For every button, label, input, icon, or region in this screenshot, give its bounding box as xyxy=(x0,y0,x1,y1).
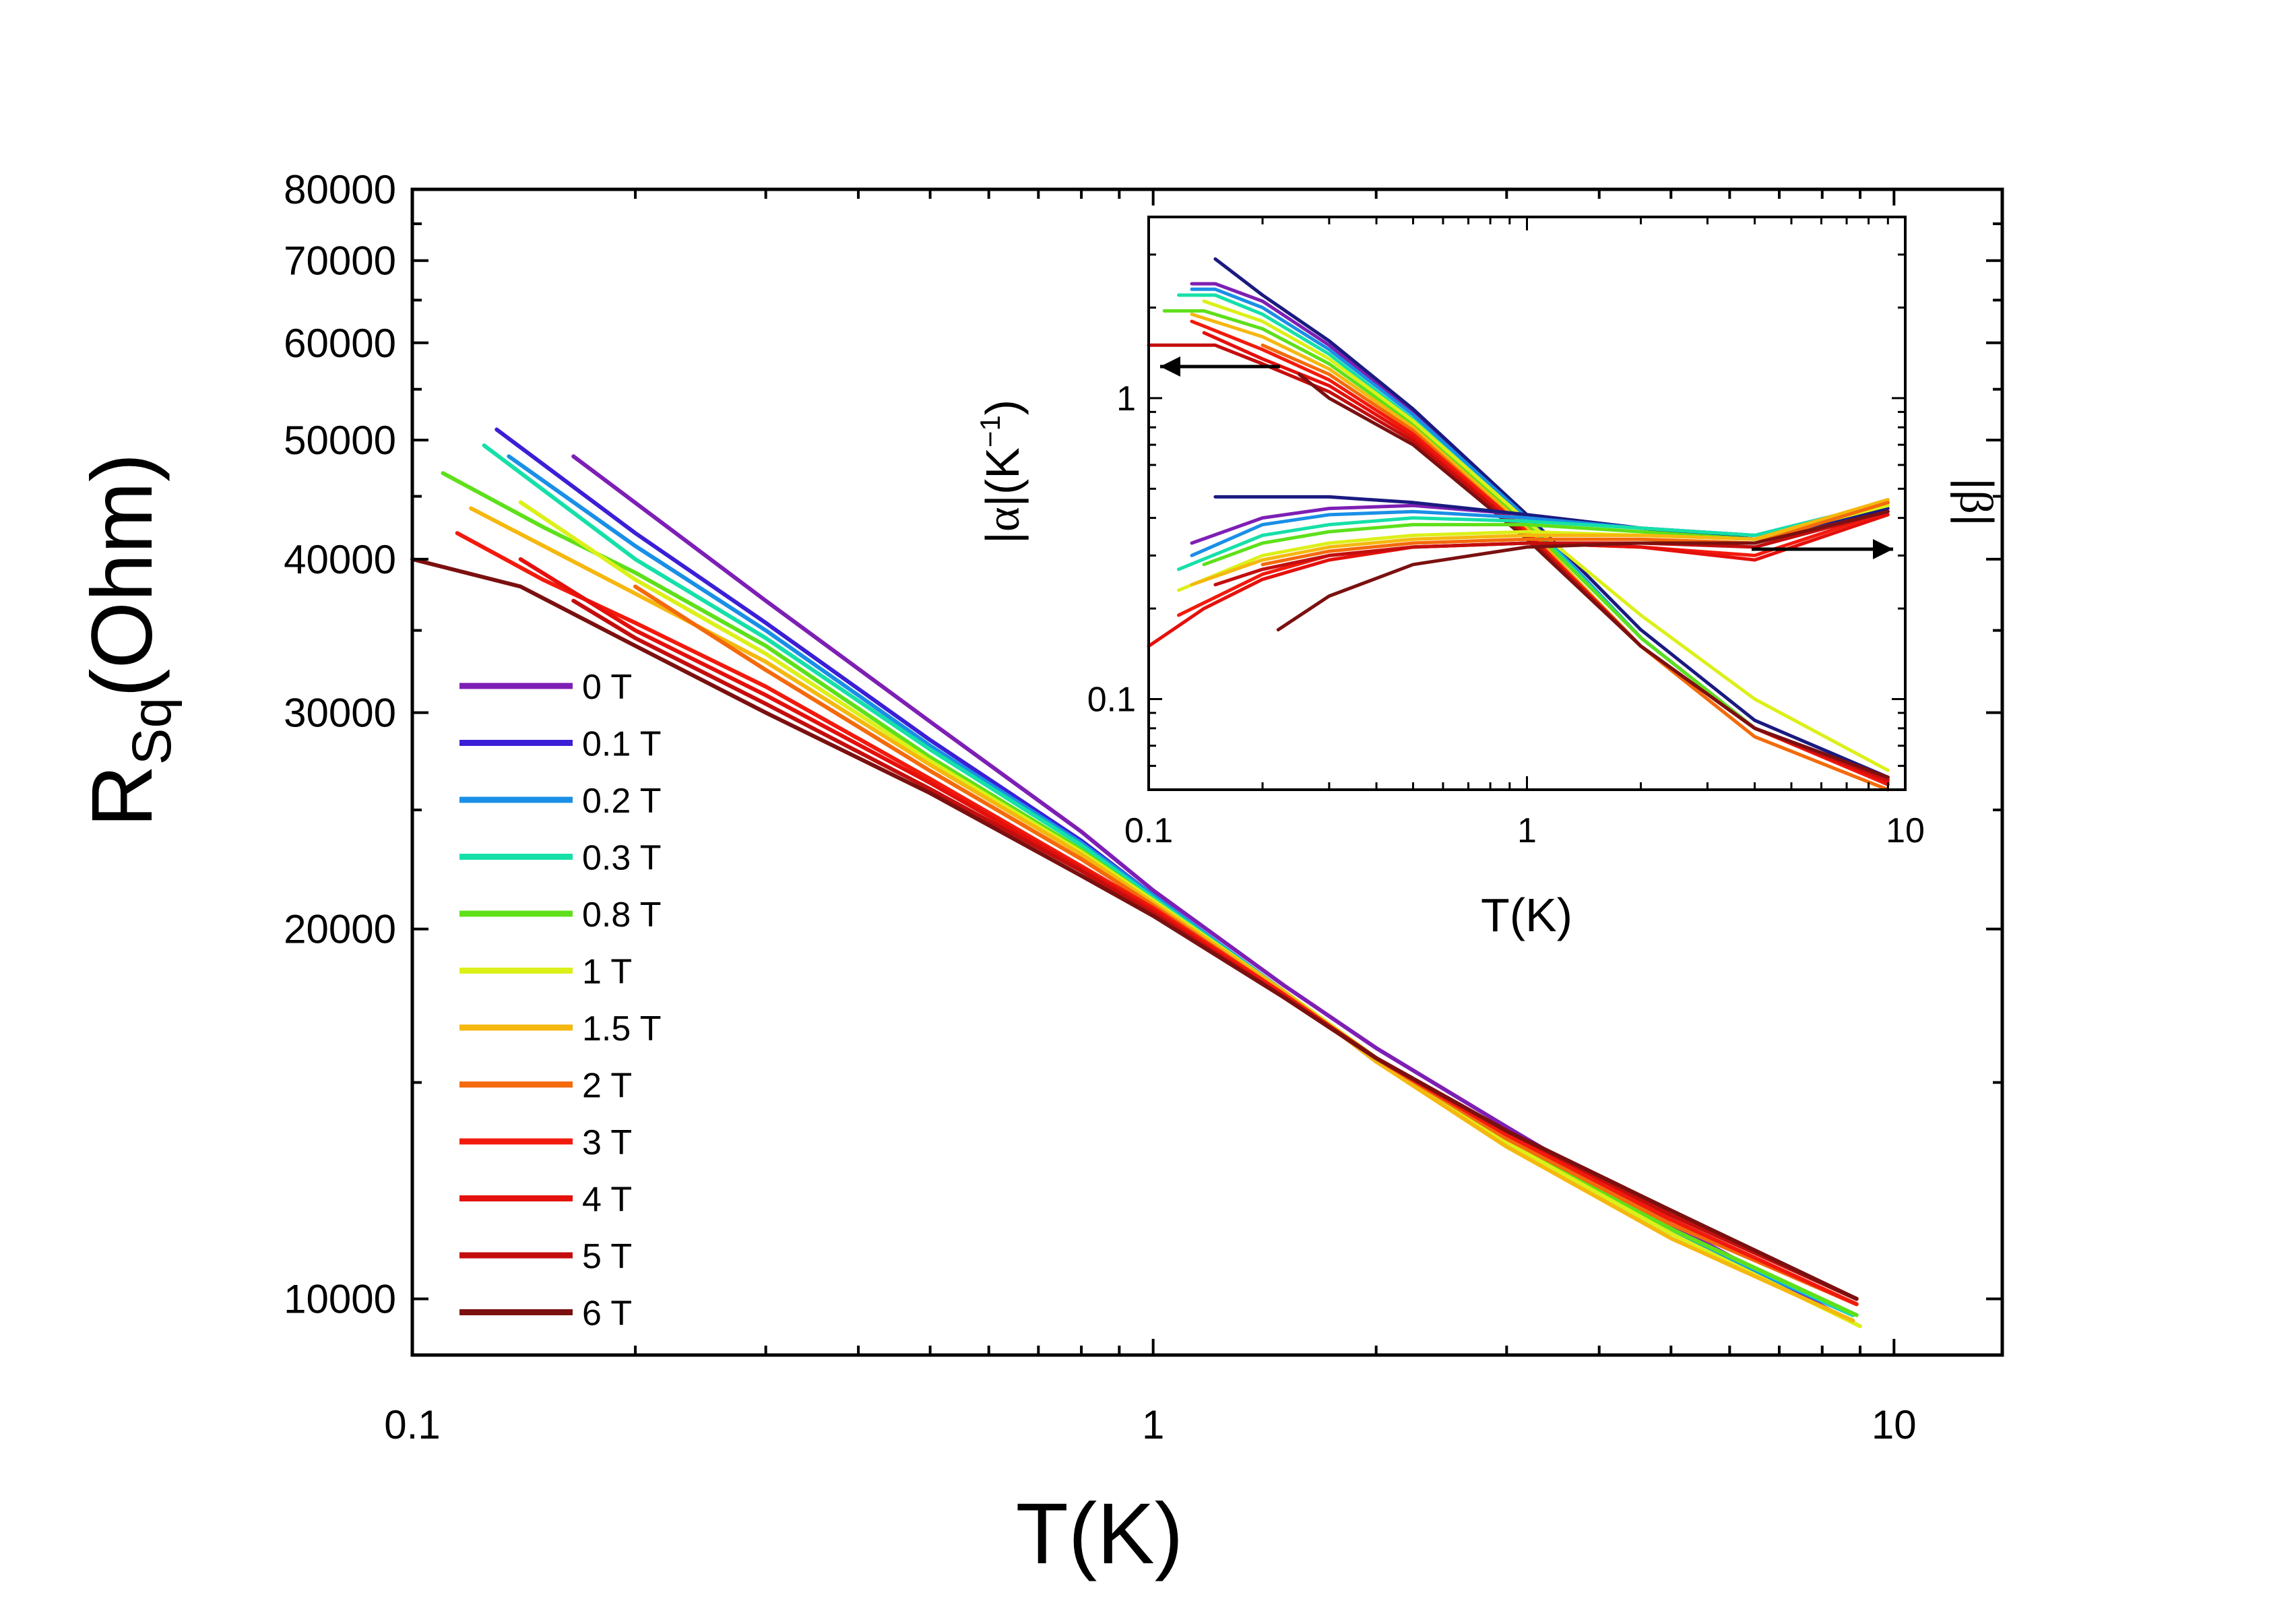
main-y-tick-label: 80000 xyxy=(284,167,396,212)
legend-label: 0.1 T xyxy=(582,725,662,764)
legend-item: 0.1 T xyxy=(459,725,662,764)
inset-x-ticks: 0.1 1 10 xyxy=(1124,217,1925,850)
main-y-axis-title: RSq(Ohm) xyxy=(74,453,183,827)
inset-beta-series-5-t xyxy=(1213,509,1890,587)
inset-y-tick-label: 0.1 xyxy=(1087,681,1136,720)
main-series-group xyxy=(410,427,1862,1329)
legend-label: 1 T xyxy=(582,953,632,992)
main-plot-frame xyxy=(410,187,2004,1357)
legend-label: 0.3 T xyxy=(582,839,662,878)
main-y-tick-label: 50000 xyxy=(284,418,396,463)
main-series-3-t xyxy=(455,531,1859,1307)
main-x-tick-label: 10 xyxy=(1872,1402,1917,1447)
main-y-axis-title-tail: (Ohm) xyxy=(74,453,170,697)
inset-plot: 0.1 1 10 0.11 T(K) |α|(K−1) |β| xyxy=(974,216,2003,941)
inset-alpha-series-0-8-t xyxy=(1162,309,1890,784)
inset-alpha-series-1-t xyxy=(1202,299,1890,772)
legend-label: 0.2 T xyxy=(582,782,662,821)
inset-x-axis-title: T(K) xyxy=(1481,889,1572,941)
legend-label: 5 T xyxy=(582,1237,632,1276)
main-y-ticks: 10000 20000 30000 40000 50000 60000 70000 80000 xyxy=(284,167,2002,1356)
legend-item: 4 T xyxy=(459,1181,632,1220)
main-x-tick-label: 1 xyxy=(1142,1402,1164,1447)
inset-x-tick-label: 1 xyxy=(1517,811,1537,850)
legend-item: 2 T xyxy=(459,1067,632,1106)
alpha-unit: (K xyxy=(976,447,1029,495)
beta-symbol: β xyxy=(1950,490,2002,514)
main-x-tick-label: 0.1 xyxy=(384,1402,440,1447)
legend-label: 0 T xyxy=(582,668,632,707)
main-x-axis-title: T(K) xyxy=(1016,1486,1184,1582)
main-y-tick-label: 10000 xyxy=(284,1277,396,1322)
main-y-axis-title-main: R xyxy=(74,765,170,827)
legend-item: 0.2 T xyxy=(459,782,662,821)
inset-right-y-axis-title: |β| xyxy=(1950,478,2003,526)
main-series-1-5-t xyxy=(469,506,1855,1323)
legend-item: 0.3 T xyxy=(459,839,662,878)
main-y-tick-label: 60000 xyxy=(284,321,396,366)
alpha-unit-exponent: −1 xyxy=(974,415,1006,447)
main-series-1-t xyxy=(518,500,1862,1329)
legend-label: 4 T xyxy=(582,1181,632,1220)
inset-beta-series-0-3-t xyxy=(1177,501,1890,571)
main-y-tick-label: 20000 xyxy=(284,907,396,952)
legend: 0 T 0.1 T 0.2 T 0.3 T 0.8 T 1 T 1.5 T 2 T 3 T 4 T… xyxy=(459,668,662,1333)
inset-left-y-axis-title: |α|(K−1) xyxy=(974,400,1029,544)
inset-background xyxy=(1149,217,1905,790)
inset-y-tick-label: 1 xyxy=(1116,379,1136,418)
legend-label: 2 T xyxy=(582,1067,632,1106)
legend-item: 3 T xyxy=(459,1123,632,1162)
alpha-symbol: α xyxy=(978,507,1029,532)
main-x-ticks: 0.1 1 10 xyxy=(384,189,1917,1447)
legend-label: 3 T xyxy=(582,1123,632,1162)
inset-x-tick-label: 10 xyxy=(1886,811,1925,850)
main-y-tick-label: 30000 xyxy=(284,691,396,736)
inset-x-tick-label: 0.1 xyxy=(1124,811,1173,850)
legend-item: 6 T xyxy=(459,1294,632,1333)
legend-item: 0.8 T xyxy=(459,895,662,935)
alpha-unit-close: ) xyxy=(976,400,1029,415)
main-plot: 0.1 1 10 100002000030000400005000060000700… xyxy=(74,167,2004,1582)
legend-label: 0.8 T xyxy=(582,895,662,935)
legend-item: 5 T xyxy=(459,1237,632,1276)
legend-label: 6 T xyxy=(582,1294,632,1333)
main-y-tick-label: 40000 xyxy=(284,537,396,582)
main-y-axis-title-sub: Sq xyxy=(121,697,183,765)
inset-beta-series-1-5-t xyxy=(1190,498,1890,587)
main-series-6-t xyxy=(410,557,1859,1301)
legend-item: 1.5 T xyxy=(459,1009,662,1048)
main-y-tick-label: 70000 xyxy=(284,239,396,284)
legend-item: 1 T xyxy=(459,953,632,992)
legend-label: 1.5 T xyxy=(582,1009,662,1048)
inset-alpha-series-0-1-t xyxy=(1213,257,1890,779)
inset-beta-series-6-t xyxy=(1276,509,1890,632)
inset-series-group xyxy=(1147,257,1890,792)
legend-item: 0 T xyxy=(459,668,632,707)
inset-y-ticks: 0.11 xyxy=(1087,216,1905,791)
